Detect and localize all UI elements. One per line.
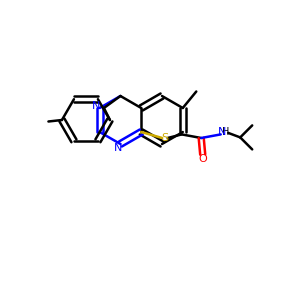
Text: N: N bbox=[92, 100, 100, 111]
Text: O: O bbox=[198, 154, 207, 164]
Text: N: N bbox=[114, 142, 122, 153]
Text: S: S bbox=[161, 133, 168, 143]
Text: N: N bbox=[218, 127, 226, 137]
Text: H: H bbox=[221, 127, 229, 137]
